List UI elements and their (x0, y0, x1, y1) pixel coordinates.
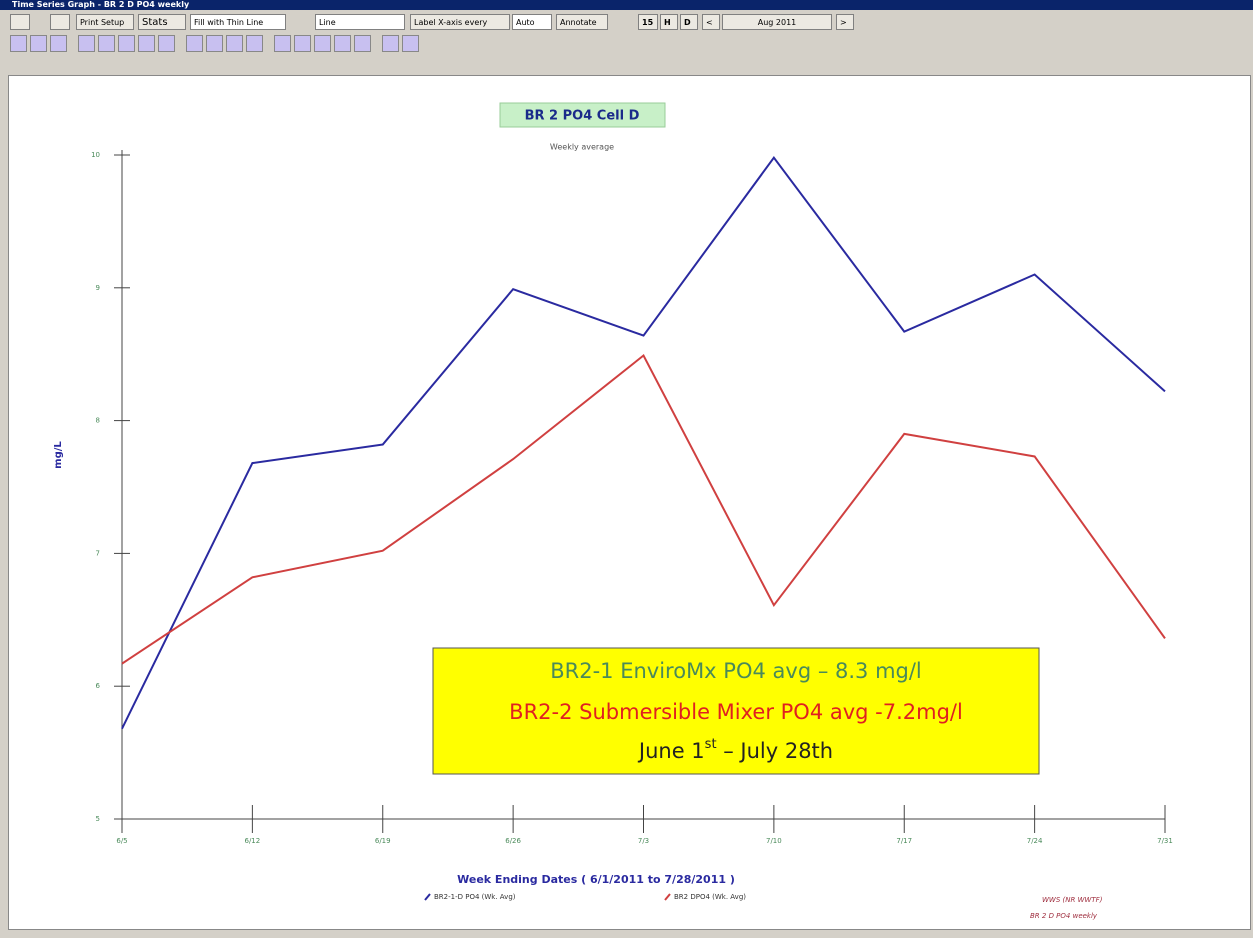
annotation: BR2-1 EnviroMx PO4 avg – 8.3 mg/l (550, 659, 922, 683)
button[interactable]: Print Setup (76, 14, 134, 30)
x-tick-label: 6/5 (116, 837, 127, 845)
footer-note: BR 2 D PO4 weekly (1030, 912, 1098, 920)
button[interactable]: < (702, 14, 720, 30)
x-tick-label: 6/12 (245, 837, 261, 845)
x-tick-label: 7/10 (766, 837, 782, 845)
button[interactable]: > (836, 14, 854, 30)
label: Label X-axis every (410, 14, 510, 30)
annotation-box (432, 647, 1040, 775)
chart-title: BR 2 PO4 Cell D (525, 109, 640, 124)
y-axis-label: mg/L (53, 441, 64, 469)
y-tick-label: 7 (96, 549, 100, 557)
series-line (121, 155, 1166, 730)
window-title: Time Series Graph - BR 2 D PO4 weekly (0, 0, 1253, 10)
icon-button[interactable] (10, 14, 30, 30)
button[interactable]: D (680, 14, 698, 30)
button[interactable]: H (660, 14, 678, 30)
x-axis-label: Week Ending Dates ( 6/1/2011 to 7/28/201… (457, 873, 735, 886)
y-tick-label: 9 (96, 284, 100, 292)
y-tick-label: 6 (96, 682, 101, 690)
legend-swatch (424, 893, 431, 901)
y-tick-label: 10 (91, 151, 100, 159)
dropdown[interactable]: Auto (512, 14, 552, 30)
series-line (121, 353, 1166, 665)
annotation-part: June 1 (637, 739, 705, 763)
icon-button[interactable] (50, 14, 70, 30)
annotation-part: – July 28th (717, 739, 834, 763)
y-tick-label: 5 (96, 815, 100, 823)
button[interactable]: 15 (638, 14, 658, 30)
chart-subtitle: Weekly average (550, 143, 614, 152)
y-tick-label: 8 (96, 417, 100, 425)
x-tick-label: 7/24 (1027, 837, 1043, 845)
dropdown[interactable]: Line (315, 14, 405, 30)
legend-label: BR2 DPO4 (Wk. Avg) (674, 893, 746, 901)
toolbar: Print Setup Stats Fill with Thin Line Li… (0, 12, 1253, 32)
icon-bar (10, 35, 422, 53)
annotation: BR2-2 Submersible Mixer PO4 avg -7.2mg/l (509, 700, 963, 724)
date-field: Aug 2011 (722, 14, 832, 30)
x-tick-label: 6/26 (505, 837, 521, 845)
title-box (499, 102, 666, 128)
footer-note: WWS (NR WWTF) (1042, 896, 1103, 904)
legend-swatch (664, 893, 671, 901)
x-tick-label: 7/31 (1157, 837, 1173, 845)
x-tick-label: 7/17 (896, 837, 912, 845)
dropdown[interactable]: Fill with Thin Line (190, 14, 286, 30)
x-tick-label: 6/19 (375, 837, 391, 845)
annotation: June 1st – July 28th (637, 737, 833, 764)
legend-label: BR2-1-D PO4 (Wk. Avg) (434, 893, 516, 901)
button[interactable]: Annotate (556, 14, 608, 30)
button[interactable]: Stats (138, 14, 186, 30)
plot-area (8, 75, 1251, 930)
x-tick-label: 7/3 (638, 837, 649, 845)
annotation-part: st (705, 737, 717, 752)
